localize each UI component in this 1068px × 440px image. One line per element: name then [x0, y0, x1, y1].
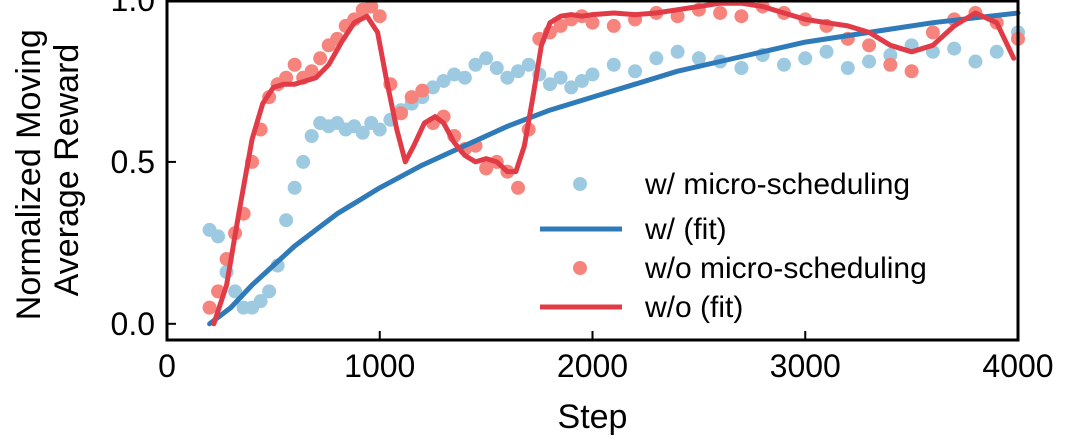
y-tick-label: 0.0 [111, 306, 155, 342]
y-tick-label: 1.0 [111, 0, 155, 18]
data-point [253, 294, 268, 309]
data-point [415, 83, 430, 98]
legend-label: w/o (fit) [644, 291, 743, 324]
legend-marker [573, 261, 587, 275]
data-point [947, 41, 962, 56]
data-point [542, 77, 557, 92]
data-point [798, 51, 813, 66]
data-point [479, 161, 494, 176]
data-point [436, 73, 451, 88]
data-point [279, 213, 294, 228]
data-point [819, 44, 834, 59]
data-point [883, 48, 898, 63]
data-point [447, 67, 462, 82]
data-point [670, 44, 685, 59]
data-point [304, 129, 319, 143]
data-point [862, 54, 877, 69]
data-point [521, 57, 536, 72]
y-axis-title-line-1: Normalized Moving [10, 29, 48, 320]
data-point [628, 64, 643, 79]
data-point [355, 125, 370, 140]
data-point [313, 51, 328, 66]
x-tick-label: 0 [158, 348, 176, 384]
legend-marker [573, 177, 587, 191]
ticks-layer: 0 1000 2000 3000 4000 0.0 0.5 1.0 [111, 0, 1054, 384]
data-point [511, 64, 526, 79]
data-point [606, 18, 621, 33]
x-axis-title: Step [558, 398, 628, 436]
data-point [296, 154, 311, 169]
y-axis-title: Normalized Moving Average Reward [10, 20, 86, 320]
data-point [404, 90, 419, 105]
fit-line [211, 0, 1017, 327]
data-point [500, 70, 515, 85]
data-point [287, 57, 302, 72]
data-point [364, 0, 379, 14]
data-point [574, 73, 589, 88]
data-point [883, 57, 898, 72]
lines-layer [207, 0, 1021, 327]
data-point [691, 51, 706, 66]
data-point [425, 80, 440, 95]
data-point [840, 61, 855, 75]
data-point [468, 57, 483, 72]
data-point [489, 61, 504, 75]
data-point [904, 64, 919, 79]
y-axis-title-line-2: Average Reward [48, 44, 86, 297]
data-point [713, 5, 728, 20]
data-point [372, 122, 387, 137]
data-point [457, 70, 472, 85]
data-point [553, 70, 568, 85]
data-point [262, 284, 277, 299]
data-point [776, 57, 791, 72]
legend-label: w/ micro-scheduling [644, 168, 910, 201]
x-tick-label: 1000 [344, 348, 415, 384]
data-point [989, 44, 1004, 59]
data-point [511, 180, 526, 195]
data-point [553, 18, 568, 33]
data-point [279, 70, 294, 85]
data-point [862, 38, 877, 53]
data-point [649, 51, 664, 66]
data-point [211, 229, 226, 244]
data-point [564, 80, 579, 95]
data-point [202, 300, 217, 315]
data-point [372, 9, 387, 24]
legend-label: w/ (fit) [644, 213, 727, 246]
y-tick-label: 0.5 [111, 144, 155, 180]
legend-label: w/o micro-scheduling [644, 252, 927, 285]
x-tick-label: 3000 [770, 348, 841, 384]
data-point [228, 284, 243, 299]
data-point [734, 9, 749, 24]
data-point [968, 54, 983, 69]
data-point [734, 61, 749, 75]
data-point [585, 15, 600, 30]
x-tick-label: 2000 [557, 348, 628, 384]
data-point [394, 106, 409, 121]
data-point [606, 57, 621, 72]
data-point [287, 180, 302, 195]
x-tick-label: 4000 [982, 348, 1053, 384]
data-point [585, 67, 600, 82]
data-point [479, 51, 494, 66]
legend: w/ micro-scheduling w/ (fit) w/o micro-sch… [540, 168, 927, 324]
data-point [304, 64, 319, 79]
data-point [925, 25, 940, 40]
